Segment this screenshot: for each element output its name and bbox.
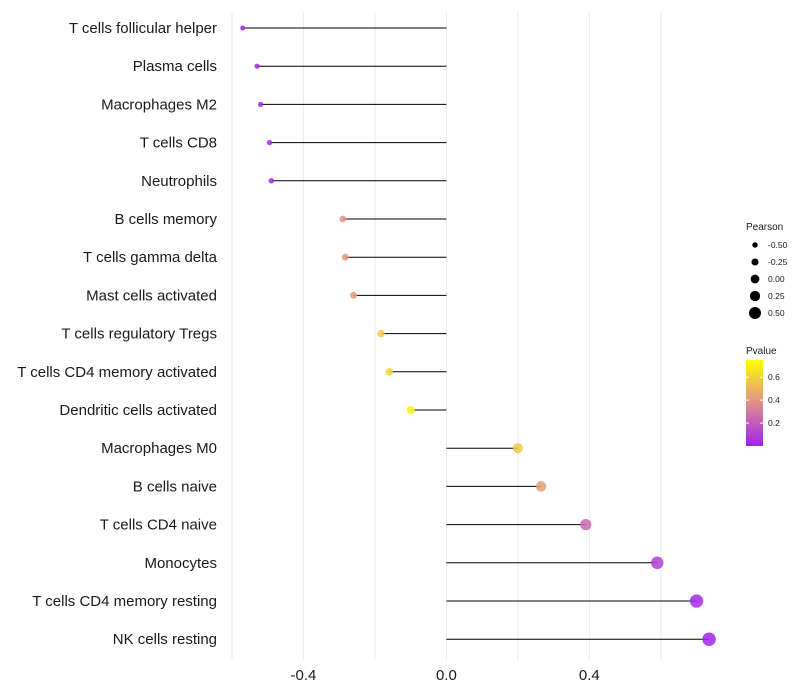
lollipop-point (257, 101, 264, 108)
size-legend-key (752, 242, 758, 248)
category-label: Neutrophils (141, 173, 217, 190)
lollipop-point (689, 594, 704, 608)
lollipop-point (240, 25, 246, 31)
category-label: NK cells resting (113, 631, 217, 648)
category-label: T cells CD8 (140, 135, 217, 152)
lollipop-point (341, 253, 349, 261)
x-tick-label: 0.0 (436, 667, 457, 684)
size-legend-key (749, 307, 761, 319)
lollipop-point (349, 291, 358, 299)
lollipop-point (512, 443, 523, 454)
category-label: Dendritic cells activated (59, 402, 217, 419)
category-label: T cells gamma delta (83, 249, 218, 266)
size-legend-label: 0.50 (768, 308, 785, 318)
size-legend-key (751, 258, 759, 266)
category-label: T cells regulatory Tregs (61, 326, 217, 343)
size-legend-label: 0.00 (768, 274, 785, 284)
size-legend-label: -0.25 (768, 257, 788, 267)
x-tick-label: -0.4 (291, 667, 317, 684)
lollipop-point (650, 556, 664, 570)
category-label: T cells CD4 memory resting (32, 593, 217, 610)
category-label: B cells memory (114, 211, 217, 228)
lollipop-point (377, 329, 385, 338)
color-legend-bar (746, 360, 763, 446)
x-tick-label: 0.4 (579, 667, 600, 684)
color-legend-title: Pvalue (746, 346, 777, 357)
lollipop-point (339, 215, 347, 223)
size-legend-title: Pearson (746, 222, 783, 233)
lollipop-point (268, 178, 275, 184)
lollipop-point (266, 139, 273, 146)
color-legend-label: 0.4 (768, 395, 780, 405)
category-label: T cells CD4 naive (100, 517, 217, 534)
size-legend-label: -0.50 (768, 240, 788, 250)
size-legend-key (749, 290, 761, 302)
category-label: Plasma cells (133, 58, 217, 75)
lollipop-point (702, 632, 716, 646)
size-legend-key (750, 274, 760, 284)
category-label: Mast cells activated (86, 287, 217, 304)
lollipop-point (580, 518, 592, 531)
lollipop-point (385, 367, 394, 376)
category-label: Macrophages M2 (101, 96, 217, 113)
color-legend-label: 0.2 (768, 418, 780, 428)
lollipop-point (254, 63, 260, 69)
color-legend-label: 0.6 (768, 372, 780, 382)
lollipop-point (406, 405, 415, 415)
size-legend-label: 0.25 (768, 291, 785, 301)
category-label: Monocytes (144, 555, 217, 572)
lollipop-point (535, 481, 547, 492)
category-label: Macrophages M0 (101, 440, 217, 457)
category-label: T cells follicular helper (69, 20, 217, 37)
category-label: T cells CD4 memory activated (17, 364, 217, 381)
category-label: B cells naive (133, 478, 217, 495)
